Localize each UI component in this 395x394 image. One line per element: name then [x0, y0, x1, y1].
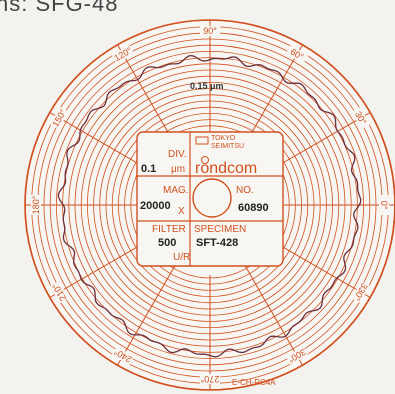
mag-unit: X — [178, 206, 185, 217]
angle-label-bg — [351, 106, 371, 130]
angle-label-bg — [200, 374, 220, 384]
no-label: NO. — [236, 185, 254, 196]
grid-ray — [117, 265, 176, 366]
center-circle — [192, 178, 232, 218]
angle-label-bg — [351, 280, 371, 304]
angle-label-bg — [111, 44, 135, 64]
form-code: E-CH-RC4A — [232, 378, 276, 387]
angle-label-bg — [200, 26, 220, 36]
range-label: 0.15 μm — [190, 81, 224, 91]
angle-label: 90° — [203, 26, 217, 36]
grid-ray — [270, 239, 371, 298]
filter-label: FILTER — [152, 224, 186, 235]
angle-label-bg — [49, 106, 69, 130]
angle-label-bg — [285, 44, 309, 64]
specimen-value: SFT-428 — [196, 237, 238, 249]
grid-ray — [49, 112, 150, 171]
filter-unit: U/R — [173, 252, 190, 263]
angle-label-bg — [31, 195, 41, 215]
roundness-trace — [57, 54, 362, 358]
mag-value: 20000 — [140, 200, 171, 212]
div-value: 0.1 — [141, 163, 156, 175]
angle-label: 0° — [379, 201, 389, 210]
div-unit: μm — [171, 164, 185, 175]
brand-mark-icon — [201, 156, 209, 164]
grid-ray — [244, 265, 303, 366]
grid-ray — [270, 112, 371, 171]
mag-label: MAG. — [163, 185, 189, 196]
grid-ray — [117, 44, 176, 145]
angle-label-bg — [111, 346, 135, 366]
brand-name: rondcom — [195, 160, 257, 177]
angle-label-bg — [49, 280, 69, 304]
no-value: 60890 — [238, 202, 269, 214]
header-fragment: ns: SFG-48 — [0, 0, 119, 16]
div-label: DIV. — [168, 149, 187, 160]
grid-ray — [244, 44, 303, 145]
brand-logo-icon — [195, 136, 209, 145]
info-panel: DIV. 0.1 μm MAG. 20000 X FILTER 500 U/R … — [136, 131, 284, 267]
angle-label: 270° — [200, 374, 219, 384]
grid-rays — [25, 20, 395, 390]
angle-label: 180° — [31, 195, 41, 214]
brand-maker-1: TOKYO — [211, 135, 236, 142]
angle-label-bg — [379, 195, 389, 215]
grid-ray — [49, 239, 150, 298]
angle-label-bg — [285, 346, 309, 366]
specimen-label: SPECIMEN — [194, 224, 246, 235]
filter-value: 500 — [158, 237, 176, 249]
brand-maker-2: SEIMITSU — [211, 143, 244, 150]
